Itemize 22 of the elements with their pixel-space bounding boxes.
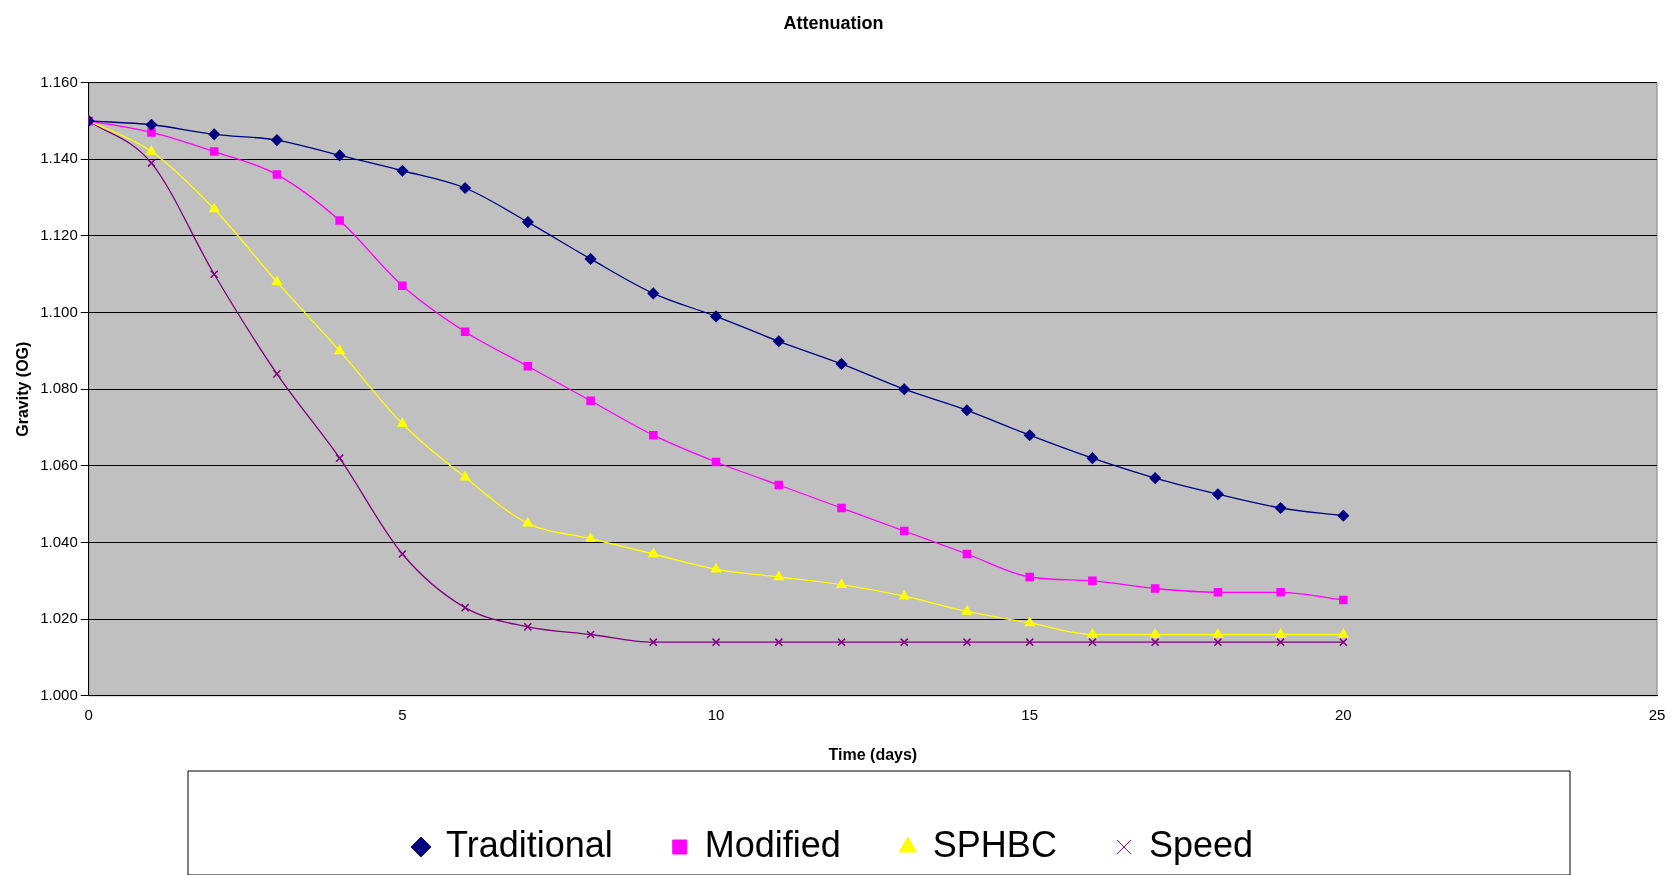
y-tick-label: 1.100 <box>40 302 78 320</box>
x-tick-label: 10 <box>707 705 725 723</box>
legend-label: Speed <box>1148 823 1253 865</box>
y-tick-label: 1.140 <box>40 149 78 167</box>
x-tick-label: 20 <box>1335 705 1352 723</box>
y-tick-label: 1.000 <box>40 685 78 703</box>
x-tick-label: 25 <box>1648 705 1666 723</box>
x-tick-label: 5 <box>398 705 407 723</box>
y-tick-label: 1.080 <box>40 379 78 397</box>
legend-label: SPHBC <box>932 823 1057 865</box>
x-tick-label: 0 <box>84 705 93 723</box>
chart-title: Attenuation <box>783 12 884 33</box>
y-axis-title: Gravity (OG) <box>14 341 32 437</box>
y-tick-label: 1.060 <box>40 455 78 473</box>
legend-label: Modified <box>704 823 841 865</box>
y-tick-label: 1.160 <box>40 72 78 90</box>
y-tick-label: 1.020 <box>40 609 78 627</box>
x-tick-label: 15 <box>1021 705 1039 723</box>
y-tick-label: 1.040 <box>40 532 78 550</box>
legend-label: Traditional <box>446 823 613 865</box>
y-tick-label: 1.120 <box>40 226 78 244</box>
x-axis-title: Time (days) <box>828 745 918 763</box>
